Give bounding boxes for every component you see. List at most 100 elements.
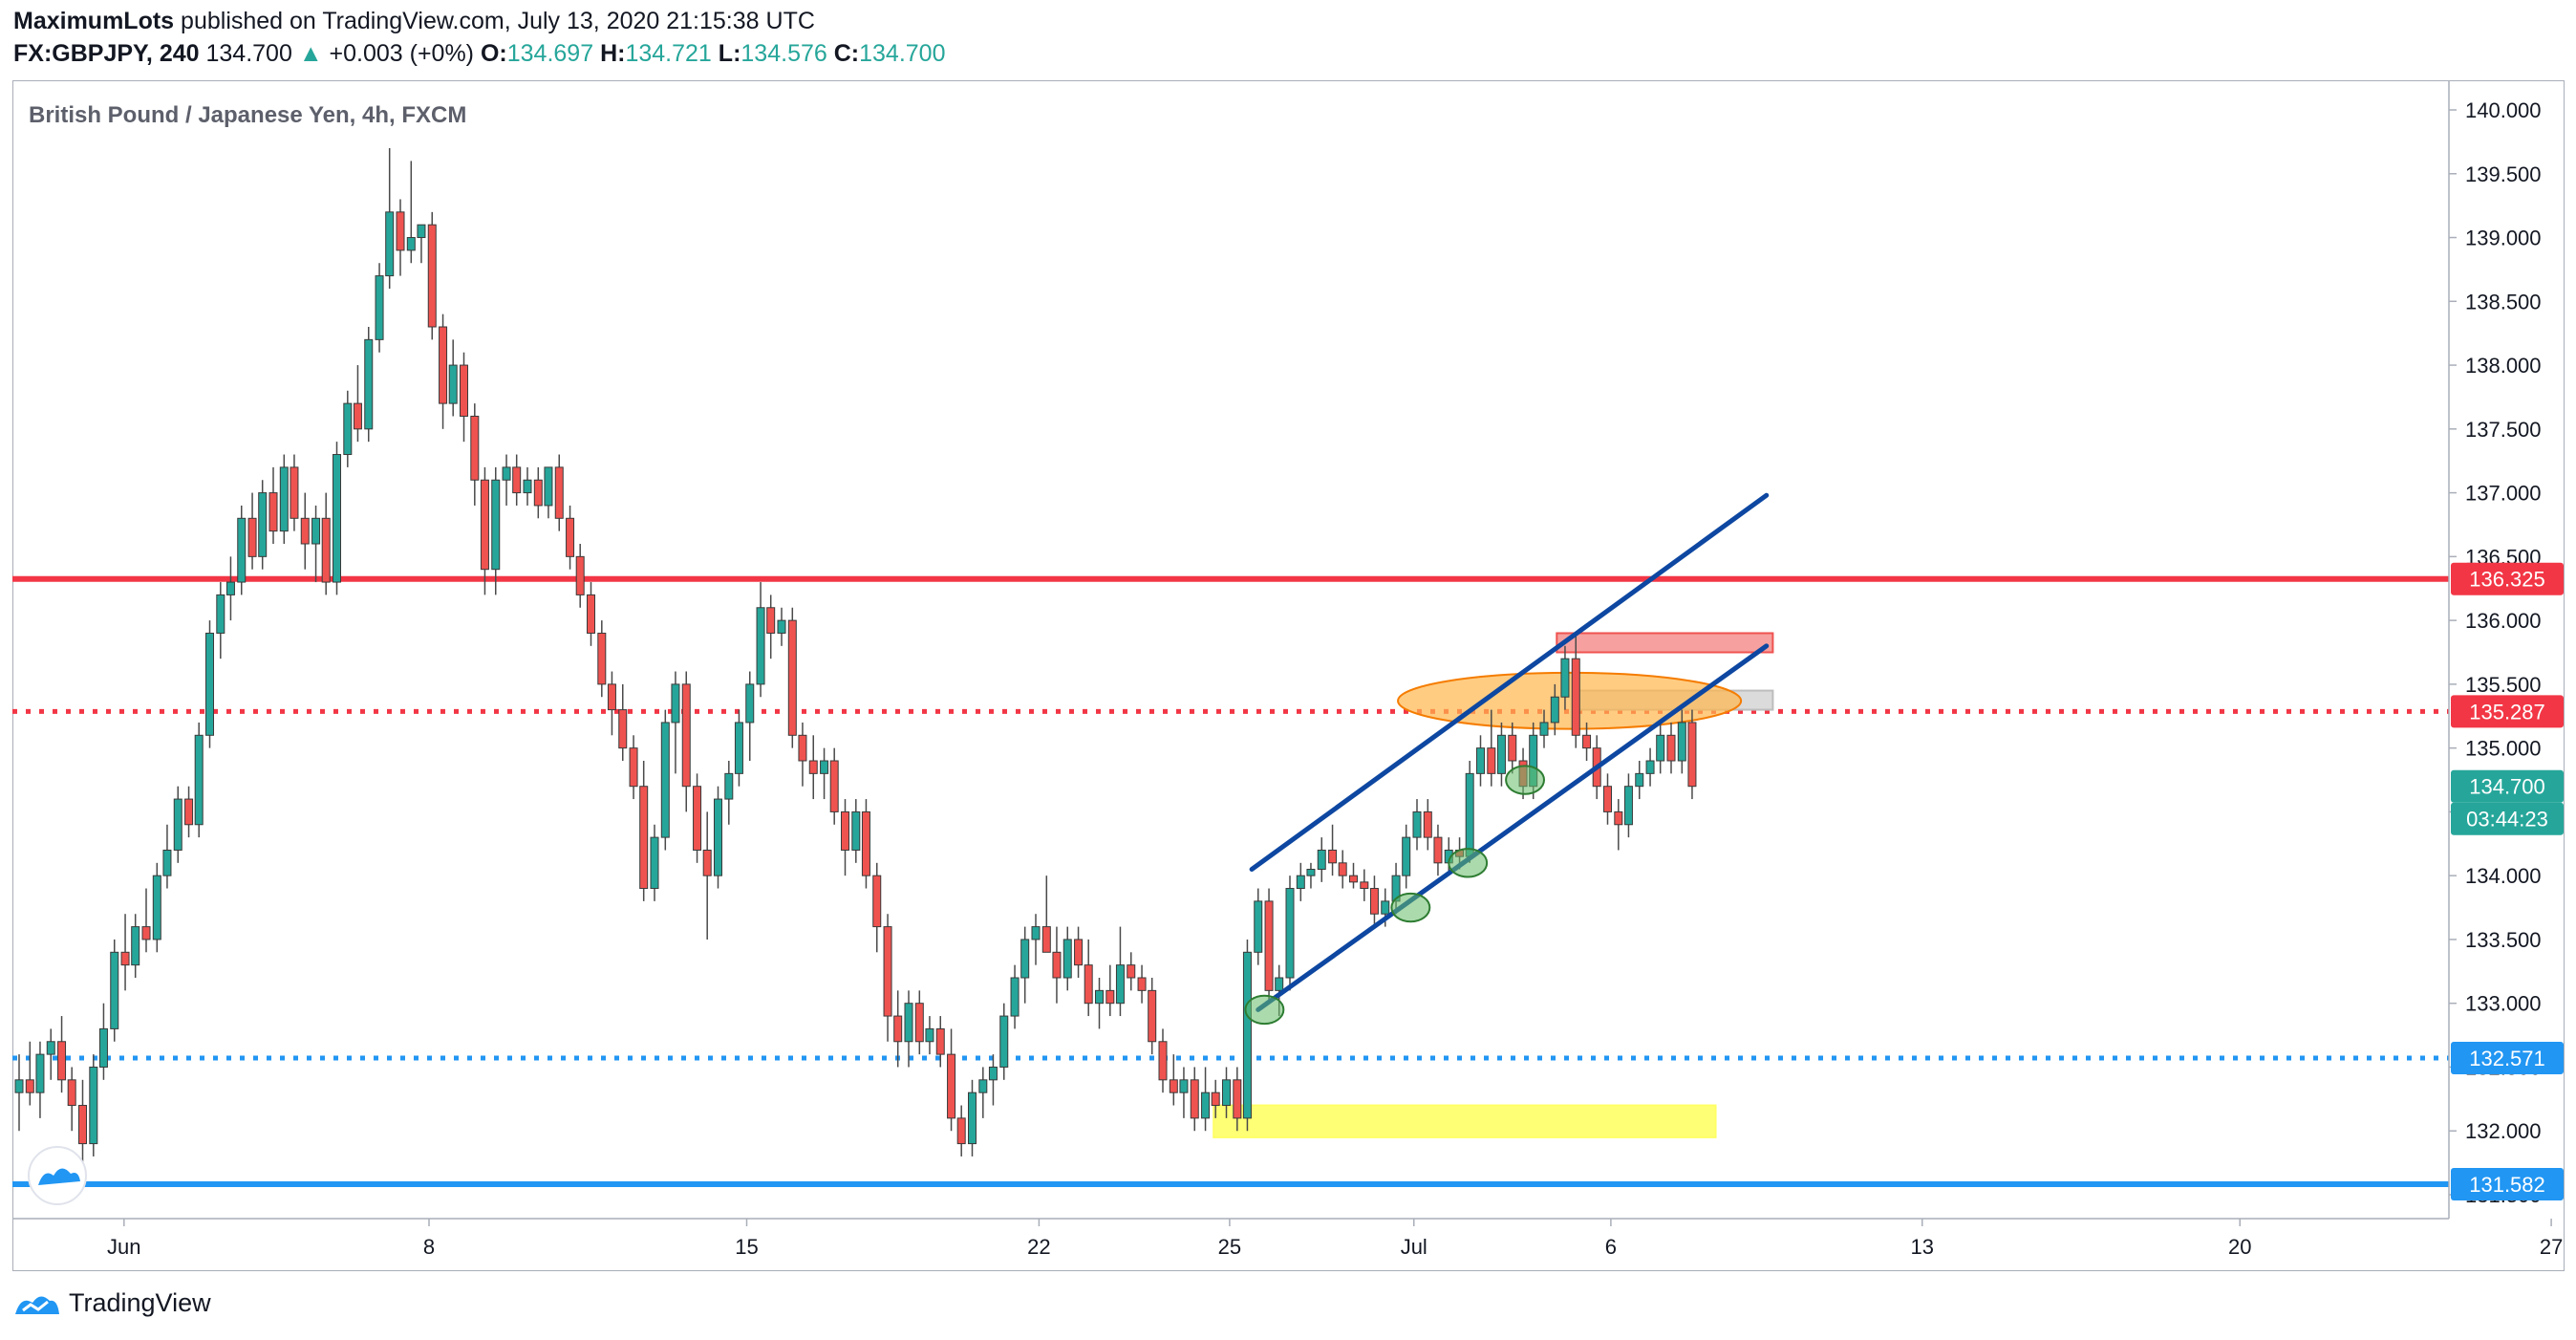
candle	[808, 735, 818, 800]
x-tick-label: 8	[423, 1235, 435, 1259]
candle	[1666, 722, 1676, 774]
candle-body	[1508, 734, 1517, 762]
candle-body	[141, 926, 151, 940]
candle-body	[1666, 734, 1676, 762]
candle-body	[89, 1066, 98, 1145]
candle-body	[681, 683, 691, 788]
footer: TradingView	[13, 1288, 211, 1318]
candle	[98, 1003, 108, 1080]
candle	[237, 505, 247, 595]
candle	[978, 1067, 988, 1118]
candle-body	[1211, 1091, 1220, 1107]
candle-body	[544, 466, 553, 507]
annotation-supply-zone[interactable]	[1556, 632, 1774, 654]
price-axis: 140.000 139.500 139.000 138.500 138.000 137.5…	[2449, 98, 2542, 1207]
candle-body	[1412, 810, 1422, 838]
candle-body	[724, 772, 734, 800]
candle	[554, 454, 564, 531]
candle	[629, 735, 638, 800]
candle	[502, 454, 511, 506]
candle	[1560, 645, 1570, 710]
annotation-touch-4[interactable]	[1505, 765, 1546, 795]
y-tick-label: 135.000	[2465, 737, 2542, 761]
x-tick-label: 15	[735, 1235, 758, 1259]
candle-body	[1423, 810, 1432, 838]
candle-body	[947, 1053, 956, 1119]
candle	[247, 492, 257, 570]
candle-body	[999, 1015, 1009, 1068]
annotation-lower-channel[interactable]	[1256, 643, 1770, 1012]
candle-body	[385, 211, 395, 277]
candle	[1328, 824, 1338, 876]
candle	[67, 1067, 76, 1132]
candle	[491, 466, 501, 595]
candle-body	[587, 594, 595, 634]
candlestick-series	[14, 148, 1697, 1170]
candle	[829, 747, 839, 825]
candle	[639, 761, 649, 901]
price-labels: 136.325 135.287 134.700 03:44:23 132.571 131.…	[2451, 562, 2564, 1201]
candle	[724, 761, 734, 825]
candle	[693, 773, 702, 863]
price-label-text: 135.287	[2469, 700, 2545, 724]
candle	[1645, 747, 1655, 787]
candle-body	[1179, 1079, 1189, 1093]
price-label-box	[2451, 1168, 2564, 1201]
candle	[597, 620, 607, 698]
tv-badge-icon	[28, 1146, 87, 1205]
candle-body	[1560, 658, 1570, 698]
candle-body	[173, 798, 182, 851]
annotation-support-zone[interactable]	[1213, 1104, 1717, 1138]
candle-body	[131, 926, 140, 966]
candle-body	[554, 466, 564, 519]
candle	[1179, 1067, 1189, 1118]
symbol-header: FX:GBPJPY, 240 134.700 ▲ +0.003 (+0%) O:…	[13, 40, 946, 68]
candle	[480, 466, 489, 595]
y-tick-label: 134.000	[2465, 864, 2542, 888]
annotation-touch-1[interactable]	[1244, 994, 1285, 1026]
tradingview-logo-icon	[15, 1295, 59, 1314]
candle-body	[671, 683, 680, 724]
candle	[300, 492, 310, 570]
candle	[1254, 888, 1263, 965]
candle	[914, 990, 924, 1055]
candle-body	[120, 951, 130, 966]
annotation-touch-3[interactable]	[1448, 848, 1489, 878]
candle-body	[1550, 696, 1559, 724]
candle	[566, 505, 575, 570]
candle-body	[777, 619, 786, 634]
candle	[968, 1079, 977, 1156]
annotation-breakdown-area[interactable]	[1397, 671, 1743, 730]
price-label-box	[2451, 769, 2564, 803]
candle	[1264, 888, 1274, 1004]
candle-body	[1020, 939, 1030, 979]
candle-body	[702, 849, 712, 876]
annotation-upper-channel[interactable]	[1249, 492, 1770, 872]
candle-body	[988, 1066, 998, 1081]
candle	[321, 492, 331, 595]
y-tick-label: 137.000	[2465, 482, 2542, 506]
candle-body	[1317, 849, 1326, 870]
candle	[225, 556, 235, 621]
annotation-touch-2[interactable]	[1390, 892, 1431, 923]
candle	[1158, 1028, 1168, 1093]
candle	[173, 786, 182, 863]
candle	[756, 582, 765, 698]
y-tick-label: 135.500	[2465, 673, 2542, 697]
candle	[25, 1041, 34, 1106]
candle	[439, 313, 448, 429]
footer-brand[interactable]: TradingView	[69, 1288, 211, 1317]
candle-body	[491, 479, 501, 571]
candle	[205, 620, 214, 748]
high-value: 134.721	[625, 40, 712, 67]
candle	[861, 799, 870, 889]
candle-body	[914, 1003, 924, 1043]
candle	[375, 263, 384, 353]
candle	[1550, 683, 1559, 736]
candle-body	[1635, 772, 1644, 788]
price-label-text: 134.700	[2469, 775, 2545, 799]
candle	[1242, 939, 1252, 1132]
candle	[893, 990, 903, 1068]
candle-body	[279, 466, 289, 532]
